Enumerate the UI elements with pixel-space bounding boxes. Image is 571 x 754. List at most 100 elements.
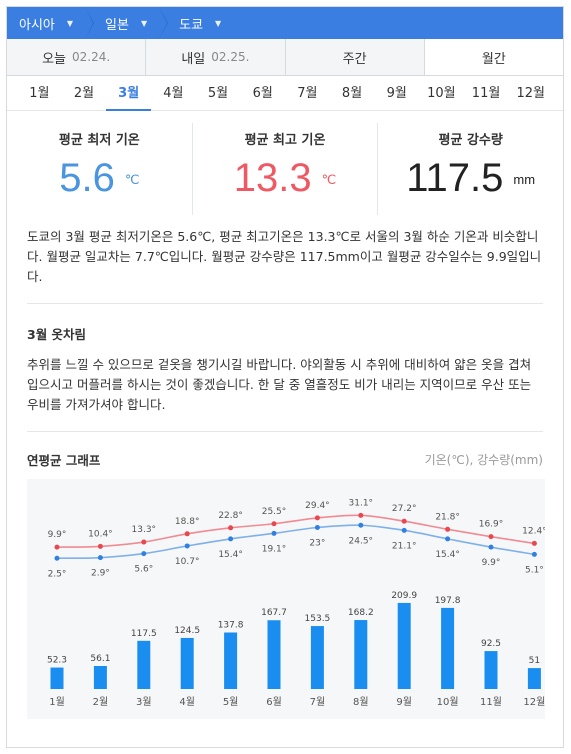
- stat-avg-min: 평균 최저 기온 5.6 ℃: [7, 123, 192, 215]
- rain-label: 137.8: [218, 621, 244, 631]
- month-selector: 1월 2월 3월 4월 5월 6월 7월 8월 9월 10월 11월 12월: [7, 76, 563, 111]
- breadcrumb-country[interactable]: 일본 ▼: [85, 7, 169, 39]
- rain-bar: [527, 668, 541, 689]
- rain-label: 197.8: [435, 596, 461, 606]
- min-temp-label: 21.1°: [392, 541, 417, 551]
- min-temp-point: [531, 551, 537, 557]
- stat-number: 5.6: [59, 156, 115, 200]
- month-item[interactable]: 2월: [73, 85, 95, 101]
- breadcrumb-city[interactable]: 도쿄 ▼: [159, 7, 233, 39]
- month-item[interactable]: 1월: [29, 85, 50, 101]
- breadcrumb-continent[interactable]: 아시아 ▼: [7, 7, 95, 39]
- stat-number: 13.3: [233, 156, 312, 200]
- rain-label: 52.3: [47, 656, 67, 666]
- min-temp-label: 9.9°: [482, 558, 501, 568]
- breadcrumb-label: 아시아: [19, 17, 55, 33]
- rain-label: 153.5: [305, 614, 331, 624]
- tab-date: 02.25.: [211, 50, 250, 64]
- max-temp-label: 12.4°: [522, 526, 545, 536]
- max-temp-label: 31.1°: [349, 498, 374, 508]
- month-item[interactable]: 3월: [106, 76, 152, 111]
- clothing-title: 3월 옷차림: [27, 327, 87, 342]
- rain-label: 168.2: [348, 608, 374, 618]
- max-temp-point: [531, 540, 537, 546]
- min-temp-label: 5.1°: [525, 565, 544, 575]
- tab-label: 월간: [481, 51, 506, 67]
- tab-label: 오늘: [42, 51, 66, 67]
- month-axis-label: 10월: [437, 696, 459, 708]
- min-temp-label: 15.4°: [218, 550, 243, 560]
- annual-graph: 9.9° 2.5° 52.3 1월 10.4° 2.9° 56.1 2월 13.3° 5.6° 11…: [27, 479, 545, 719]
- rain-label: 51: [529, 656, 540, 666]
- rain-label: 56.1: [90, 654, 110, 664]
- month-item[interactable]: 12월: [516, 85, 545, 101]
- min-temp-point: [358, 522, 364, 528]
- stat-avg-rain: 평균 강수량 117.5 mm: [377, 123, 563, 215]
- month-axis-label: 3월: [136, 696, 152, 708]
- tab-today[interactable]: 오늘 02.24.: [7, 39, 147, 75]
- max-temp-label: 9.9°: [48, 530, 67, 540]
- forecast-tabs: 오늘 02.24. 내일 02.25. 주간 월간: [7, 39, 563, 76]
- max-temp-point: [358, 512, 364, 518]
- tab-label: 내일: [181, 51, 206, 67]
- rain-label: 92.5: [481, 639, 501, 649]
- max-temp-point: [445, 526, 451, 532]
- min-temp-label: 24.5°: [349, 536, 374, 546]
- month-item[interactable]: 5월: [207, 85, 229, 101]
- tab-weekly[interactable]: 주간: [285, 39, 425, 75]
- tab-tomorrow[interactable]: 내일 02.25.: [146, 39, 286, 75]
- tab-date: 02.24.: [72, 50, 111, 64]
- rain-label: 117.5: [131, 629, 157, 639]
- month-item[interactable]: 10월: [427, 85, 456, 101]
- month-item[interactable]: 4월: [163, 85, 184, 101]
- min-temp-label: 2.9°: [91, 569, 110, 579]
- rain-label: 124.5: [174, 626, 200, 636]
- rain-bar: [267, 620, 281, 689]
- stat-number: 117.5: [406, 156, 504, 200]
- stat-label: 평균 최고 기온: [244, 133, 326, 148]
- graph-title: 연평균 그래프: [27, 453, 101, 468]
- max-temp-point: [184, 531, 190, 537]
- min-temp-line: [56, 524, 535, 560]
- min-temp-label: 15.4°: [435, 550, 460, 560]
- max-temp-point: [97, 543, 103, 549]
- breadcrumb-label: 일본: [105, 17, 129, 33]
- rain-bar: [397, 602, 411, 689]
- month-item[interactable]: 6월: [252, 85, 273, 101]
- min-temp-point: [228, 536, 234, 542]
- rain-bar: [224, 632, 238, 689]
- month-item[interactable]: 9월: [386, 85, 407, 101]
- max-temp-point: [271, 521, 277, 527]
- month-axis-label: 8월: [353, 696, 369, 708]
- max-temp-point: [54, 544, 60, 550]
- min-temp-point: [314, 525, 320, 530]
- rain-bar: [137, 640, 151, 689]
- graph-units: 기온(℃), 강수량(mm): [424, 453, 543, 467]
- rain-bar: [50, 667, 64, 689]
- month-item[interactable]: 7월: [297, 85, 318, 101]
- min-temp-label: 10.7°: [175, 557, 200, 567]
- min-temp-point: [184, 543, 190, 549]
- min-temp-point: [97, 555, 103, 561]
- min-temp-point: [445, 536, 451, 542]
- month-axis-label: 9월: [396, 696, 412, 708]
- max-temp-label: 27.2°: [392, 504, 417, 514]
- graph-header: 연평균 그래프 기온(℃), 강수량(mm): [27, 450, 543, 469]
- month-item[interactable]: 8월: [341, 85, 363, 101]
- monthly-stats: 평균 최저 기온 5.6 ℃ 평균 최고 기온 13.3 ℃ 평균 강수량 117.…: [7, 123, 563, 215]
- clothing-text: 추위를 느낄 수 있으므로 겉옷을 챙기시길 바랍니다. 야외활동 시 추위에 …: [27, 357, 532, 412]
- rain-bar: [93, 665, 107, 689]
- max-temp-label: 29.4°: [305, 501, 330, 511]
- max-temp-point: [488, 534, 494, 540]
- tab-monthly[interactable]: 월간: [424, 39, 563, 75]
- clothing-section: 3월 옷차림 추위를 느낄 수 있으므로 겉옷을 챙기시길 바랍니다. 야외활동…: [27, 304, 543, 432]
- max-temp-point: [314, 515, 320, 521]
- month-axis-label: 11월: [480, 696, 502, 708]
- rain-bar: [354, 620, 368, 689]
- breadcrumb-label: 도쿄: [179, 17, 204, 33]
- max-temp-label: 18.8°: [175, 517, 200, 527]
- month-item[interactable]: 11월: [471, 85, 501, 101]
- min-temp-label: 19.1°: [262, 544, 287, 554]
- min-temp-point: [271, 530, 277, 536]
- stat-unit: ℃: [321, 172, 337, 187]
